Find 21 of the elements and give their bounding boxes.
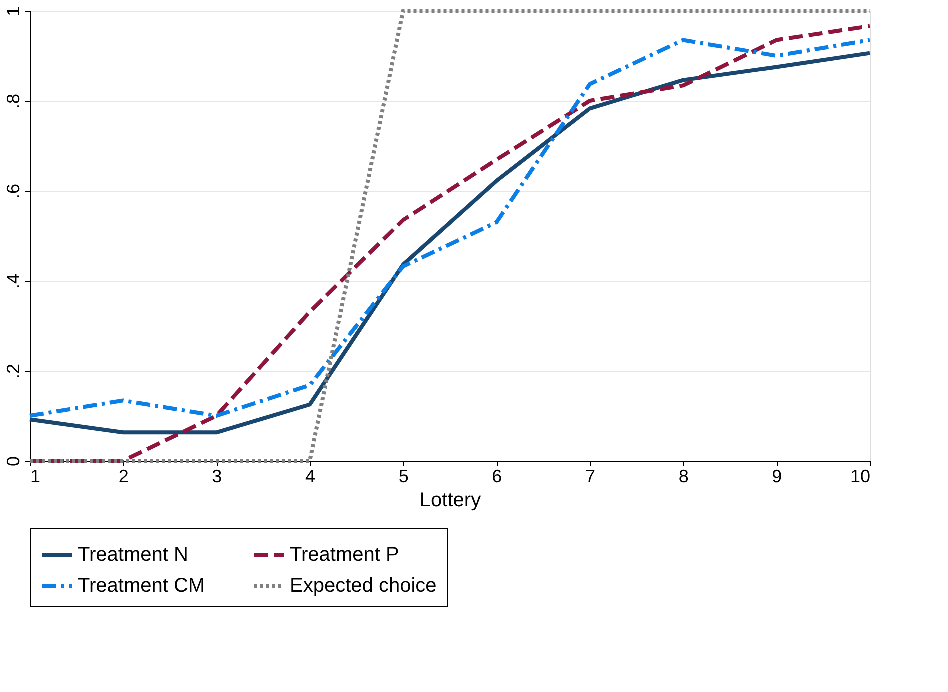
x-tick-label: 5 (398, 466, 409, 486)
x-tick-label: 4 (305, 466, 316, 486)
y-tick-label: 1 (4, 6, 24, 17)
legend-label: Treatment CM (78, 575, 206, 597)
x-tick-label: 8 (678, 466, 689, 486)
x-tick-label: 3 (212, 466, 222, 486)
y-tick-label: .6 (4, 184, 24, 200)
x-tick-label: 2 (118, 466, 129, 486)
x-axis-title: Lottery (420, 490, 482, 512)
x-tick-label: 10 (850, 466, 870, 486)
y-tick-label: .2 (4, 364, 24, 380)
x-tick-label: 7 (585, 466, 596, 486)
x-tick-label: 9 (772, 466, 782, 486)
y-tick-label: .8 (4, 94, 24, 110)
legend-label: Expected choice (290, 575, 437, 597)
x-tick-label: 6 (492, 466, 502, 486)
legend-label: Treatment N (78, 544, 188, 566)
y-tick-label: .4 (4, 274, 24, 290)
y-tick-label: 0 (4, 456, 24, 467)
x-tick-label: 1 (30, 466, 41, 486)
legend-label: Treatment P (290, 544, 400, 566)
